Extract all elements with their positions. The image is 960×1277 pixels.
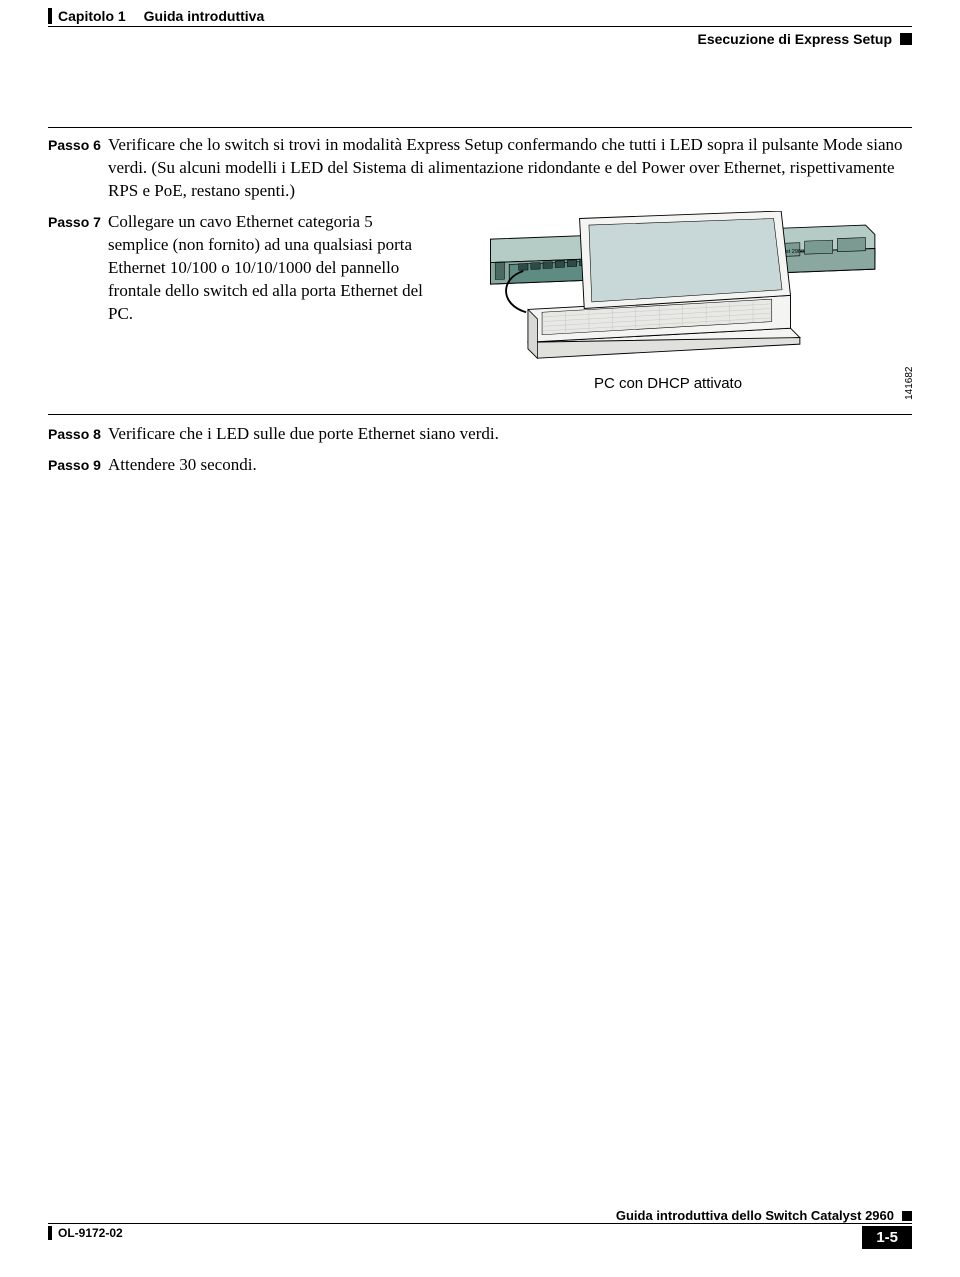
step-label: Passo 7: [48, 211, 108, 394]
step-6: Passo 6 Verificare che lo switch si trov…: [48, 134, 912, 203]
step-label: Passo 6: [48, 134, 108, 203]
step-text: Collegare un cavo Ethernet categoria 5 s…: [108, 211, 428, 394]
step-figure: Catalyst 2960: [444, 211, 912, 394]
section-title: Esecuzione di Express Setup: [697, 31, 892, 47]
header-accent-bar: [48, 8, 52, 24]
step-9: Passo 9 Attendere 30 secondi.: [48, 454, 912, 477]
step-text: Verificare che lo switch si trovi in mod…: [108, 134, 912, 203]
page-footer: Guida introduttiva dello Switch Catalyst…: [48, 1206, 912, 1249]
footer-title: Guida introduttiva dello Switch Catalyst…: [616, 1208, 894, 1223]
step-label: Passo 8: [48, 423, 108, 446]
figure-caption: PC con DHCP attivato: [444, 374, 912, 394]
step-7: Passo 7 Collegare un cavo Ethernet categ…: [48, 211, 912, 394]
footer-accent-bar: [48, 1226, 52, 1240]
steps-separator: [48, 414, 912, 415]
step-label: Passo 9: [48, 454, 108, 477]
step-text: Attendere 30 secondi.: [108, 454, 912, 477]
step-8: Passo 8 Verificare che i LED sulle due p…: [48, 423, 912, 446]
footer-doc-id: OL-9172-02: [58, 1226, 123, 1240]
page-header: Capitolo 1 Guida introduttiva: [48, 0, 912, 24]
page-number: 1-5: [862, 1226, 912, 1249]
section-marker-icon: [900, 33, 912, 45]
footer-marker-icon: [902, 1211, 912, 1221]
chapter-label: Capitolo 1: [58, 8, 126, 24]
figure-id: 141682: [903, 366, 917, 399]
switch-laptop-diagram: Catalyst 2960: [444, 211, 912, 361]
footer-rule: [48, 1223, 912, 1224]
guide-label: Guida introduttiva: [144, 8, 265, 24]
step-text: Verificare che i LED sulle due porte Eth…: [108, 423, 912, 446]
section-header: Esecuzione di Express Setup: [48, 27, 912, 47]
